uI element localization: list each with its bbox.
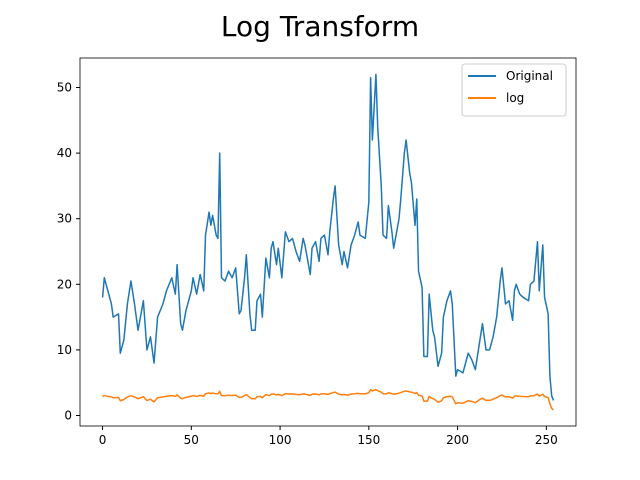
y-tick-label: 20 xyxy=(57,277,72,291)
x-tick-label: 250 xyxy=(535,433,558,447)
plot-frame xyxy=(79,57,577,427)
y-tick-label: 10 xyxy=(57,343,72,357)
y-tick-label: 40 xyxy=(57,146,72,160)
y-tick-label: 30 xyxy=(57,212,72,226)
series-line xyxy=(102,388,554,411)
y-tick-label: 0 xyxy=(64,409,72,423)
y-tick-label: 50 xyxy=(57,81,72,95)
x-tick-label: 0 xyxy=(99,433,107,447)
x-tick-label: 150 xyxy=(357,433,380,447)
legend-label: Original xyxy=(506,69,553,83)
x-tick-label: 200 xyxy=(446,433,469,447)
x-tick-label: 100 xyxy=(269,433,292,447)
chart-title: Log Transform xyxy=(221,10,419,43)
legend-label: log xyxy=(506,91,524,105)
legend: Original log xyxy=(461,63,567,117)
x-tick-label: 50 xyxy=(184,433,199,447)
series-line xyxy=(101,73,555,401)
